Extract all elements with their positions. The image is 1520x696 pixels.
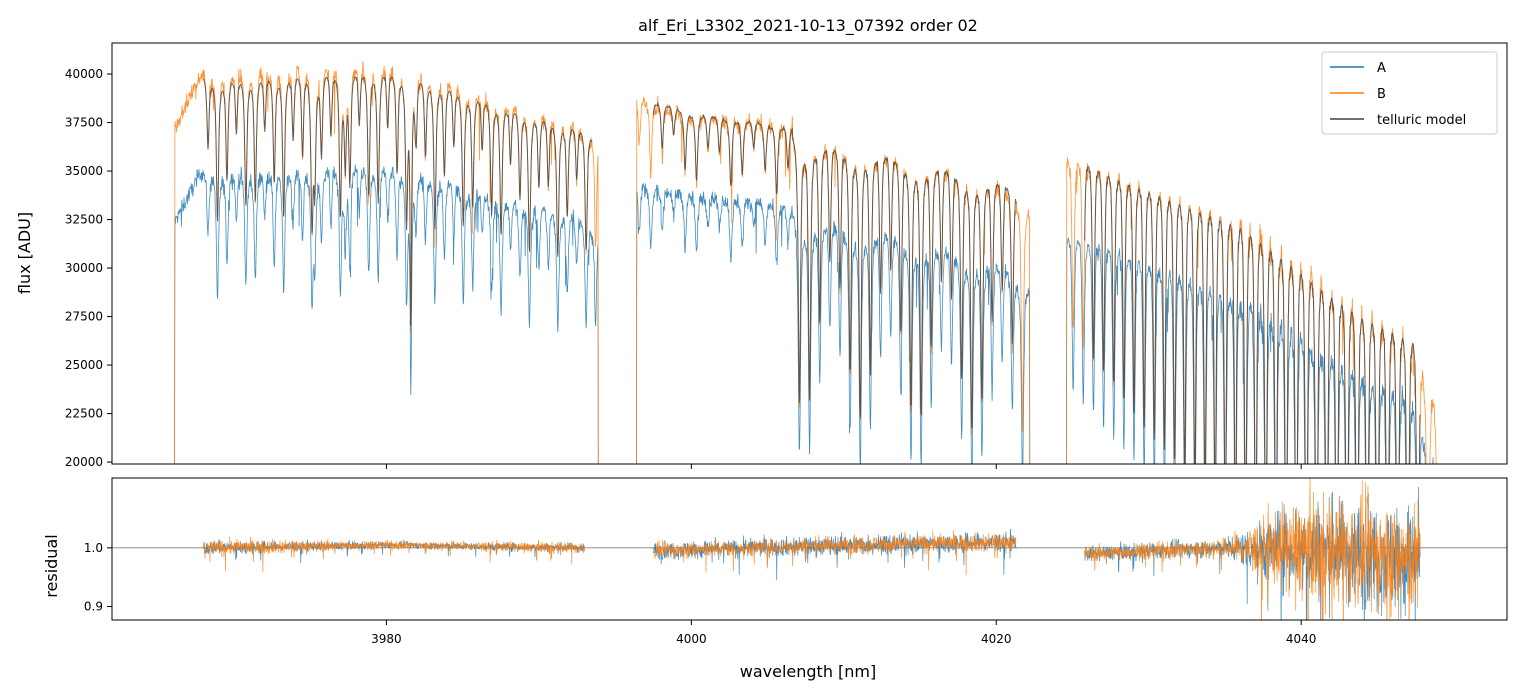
flux-series-a-segment-1 <box>636 182 1031 464</box>
flux-axes-frame <box>111 42 1508 465</box>
flux-panel: 20000 22500 25000 27500 30000 32500 35000 37500… <box>15 42 1508 469</box>
legend-label-telluric-model: telluric model <box>1377 113 1466 128</box>
chart-title: alf_Eri_L3302_2021-10-13_07392 order 02 <box>638 16 978 36</box>
residual-y-tick-label: 0.9 <box>84 600 103 614</box>
flux-y-tick-label: 20000 <box>65 455 103 469</box>
flux-series-a-segment-0 <box>174 164 599 464</box>
residual-x-ticks: 3980 4000 4020 4040 <box>371 620 1316 646</box>
flux-series-telluric-model-segment-2 <box>1084 165 1421 464</box>
residual-panel: 0.9 1.0 3980 4000 4020 4040 residual wavelen… <box>42 477 1508 681</box>
flux-y-tick-label: 30000 <box>65 261 103 275</box>
residual-series-b-segment-1 <box>652 530 1017 576</box>
residual-x-tick-label: 4040 <box>1286 632 1317 646</box>
flux-y-tick-label: 27500 <box>65 310 103 324</box>
residual-series-b-segment-2 <box>1084 478 1421 620</box>
residual-x-tick-label: 4020 <box>981 632 1012 646</box>
flux-series-a-segment-2 <box>1066 236 1434 464</box>
flux-y-ticks: 20000 22500 25000 27500 30000 32500 35000 37500… <box>65 67 112 469</box>
legend: A B telluric model <box>1321 51 1498 135</box>
flux-y-tick-label: 32500 <box>65 213 103 227</box>
flux-y-axis-label: flux [ADU] <box>15 212 34 294</box>
residual-y-tick-label: 1.0 <box>84 541 103 555</box>
flux-y-tick-label: 37500 <box>65 116 103 130</box>
flux-series-telluric-model-segment-0 <box>203 76 593 326</box>
residual-plot-area <box>112 478 1507 620</box>
legend-frame <box>1321 51 1498 135</box>
residual-axes-frame <box>111 477 1508 621</box>
flux-y-tick-label: 40000 <box>65 67 103 81</box>
residual-series-b-segment-0 <box>203 536 585 573</box>
flux-plot-area <box>174 61 1437 464</box>
flux-y-tick-label: 22500 <box>65 407 103 421</box>
flux-y-tick-label: 35000 <box>65 164 103 178</box>
flux-x-ticks <box>385 464 1302 469</box>
legend-label-b: B <box>1377 87 1386 102</box>
residual-y-axis-label: residual <box>42 534 61 597</box>
flux-series-telluric-model-segment-1 <box>652 101 1017 428</box>
residual-y-ticks: 0.9 1.0 <box>84 541 112 614</box>
residual-x-tick-label: 3980 <box>371 632 402 646</box>
legend-label-a: A <box>1377 61 1386 76</box>
residual-x-tick-label: 4000 <box>676 632 707 646</box>
x-axis-label: wavelength [nm] <box>740 662 877 681</box>
flux-y-tick-label: 25000 <box>65 358 103 372</box>
